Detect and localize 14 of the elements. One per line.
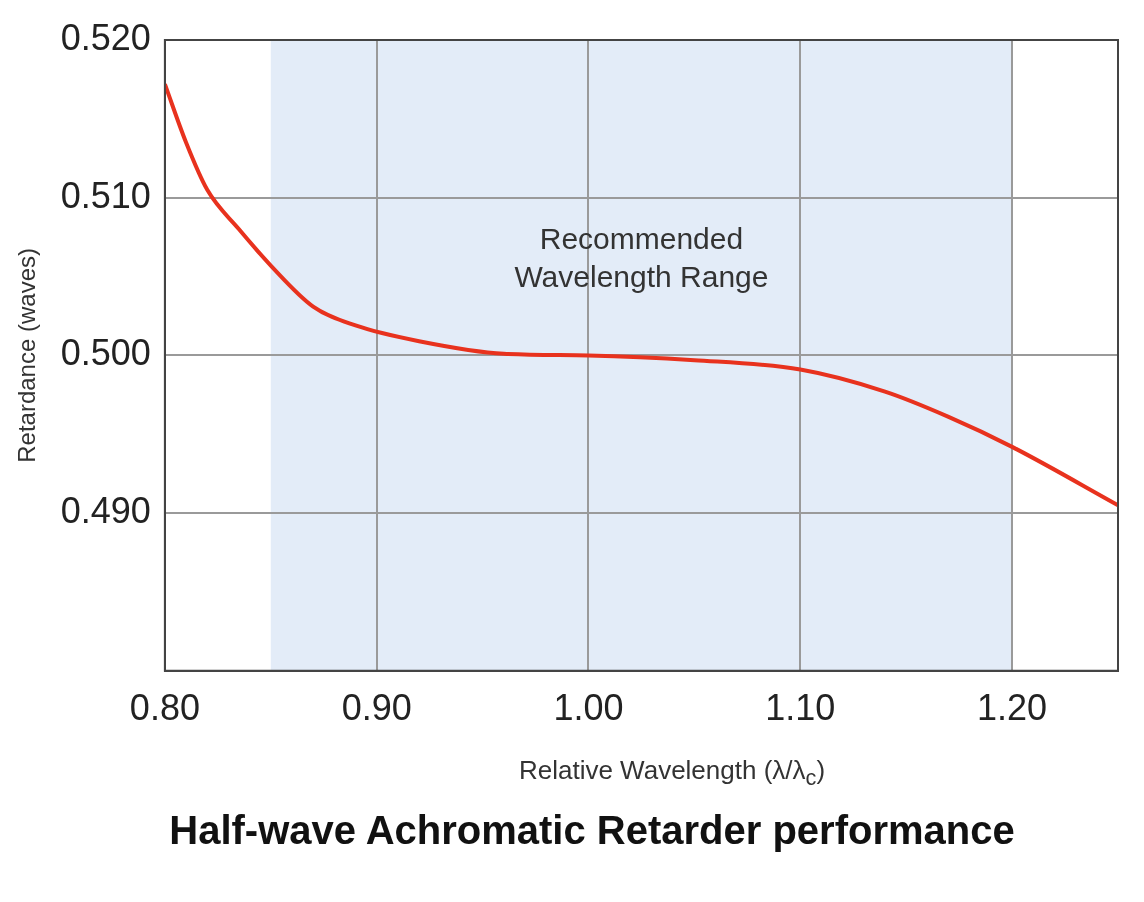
band-label: Recommended Wavelength Range bbox=[514, 222, 769, 294]
y-tick-label: 0.490 bbox=[60, 490, 151, 532]
x-tick-label: 0.80 bbox=[129, 687, 200, 729]
x-tick-label: 1.20 bbox=[977, 687, 1048, 729]
y-tick-label: 0.520 bbox=[60, 16, 151, 58]
text: Half-wave Achromatic Retarder performance bbox=[168, 807, 1016, 854]
x-tick-label: 1.10 bbox=[765, 687, 836, 729]
y-axis-title: Retardance (waves) bbox=[13, 248, 41, 463]
line-series bbox=[164, 82, 1118, 508]
x-tick-label: 0.90 bbox=[341, 687, 412, 729]
x-tick-label: 1.00 bbox=[553, 687, 624, 729]
y-tick-label: 0.500 bbox=[60, 332, 151, 374]
y-tick-label: 0.510 bbox=[60, 174, 151, 216]
x-axis-title: Relative Wavelength (λ/λ$_{c}$) bbox=[517, 754, 827, 793]
